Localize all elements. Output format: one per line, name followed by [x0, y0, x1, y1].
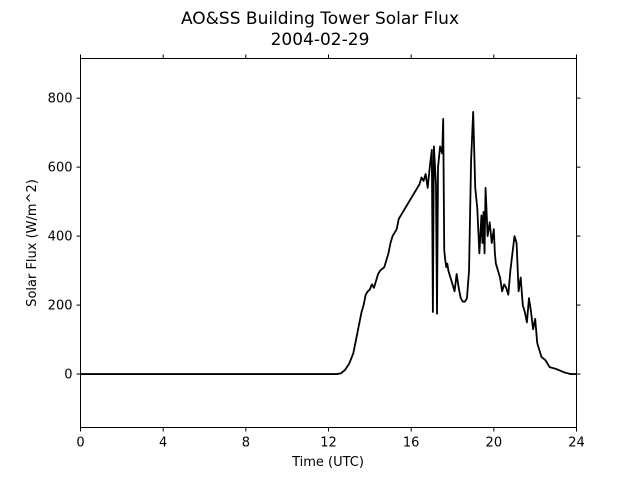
plot-frame: [80, 58, 577, 428]
y-axis-label: Solar Flux (W/m^2): [25, 179, 40, 307]
y-tick-label-2: 400: [48, 230, 73, 245]
series-layer: [80, 111, 577, 375]
x-tick-label-0: 0: [76, 436, 84, 451]
x-tick-label-3: 12: [320, 436, 337, 451]
chart-subtitle: 2004-02-29: [271, 30, 370, 50]
series-line-0: [80, 111, 577, 375]
chart-title: AO&SS Building Tower Solar Flux: [181, 9, 459, 29]
x-axis-label: Time (UTC): [291, 455, 364, 470]
y-tick-label-4: 800: [48, 92, 73, 107]
x-tick-label-2: 8: [242, 436, 250, 451]
y-tick-label-1: 200: [48, 299, 73, 314]
x-tick-label-4: 16: [403, 436, 420, 451]
x-tick-label-5: 20: [486, 436, 503, 451]
y-tick-label-0: 0: [64, 368, 72, 383]
x-tick-label-1: 4: [159, 436, 167, 451]
ticks-layer: 0 4 8 12 16 20 24 0 200 400 600 800: [48, 54, 585, 451]
x-tick-label-6: 24: [568, 436, 585, 451]
y-tick-label-3: 600: [48, 161, 73, 176]
